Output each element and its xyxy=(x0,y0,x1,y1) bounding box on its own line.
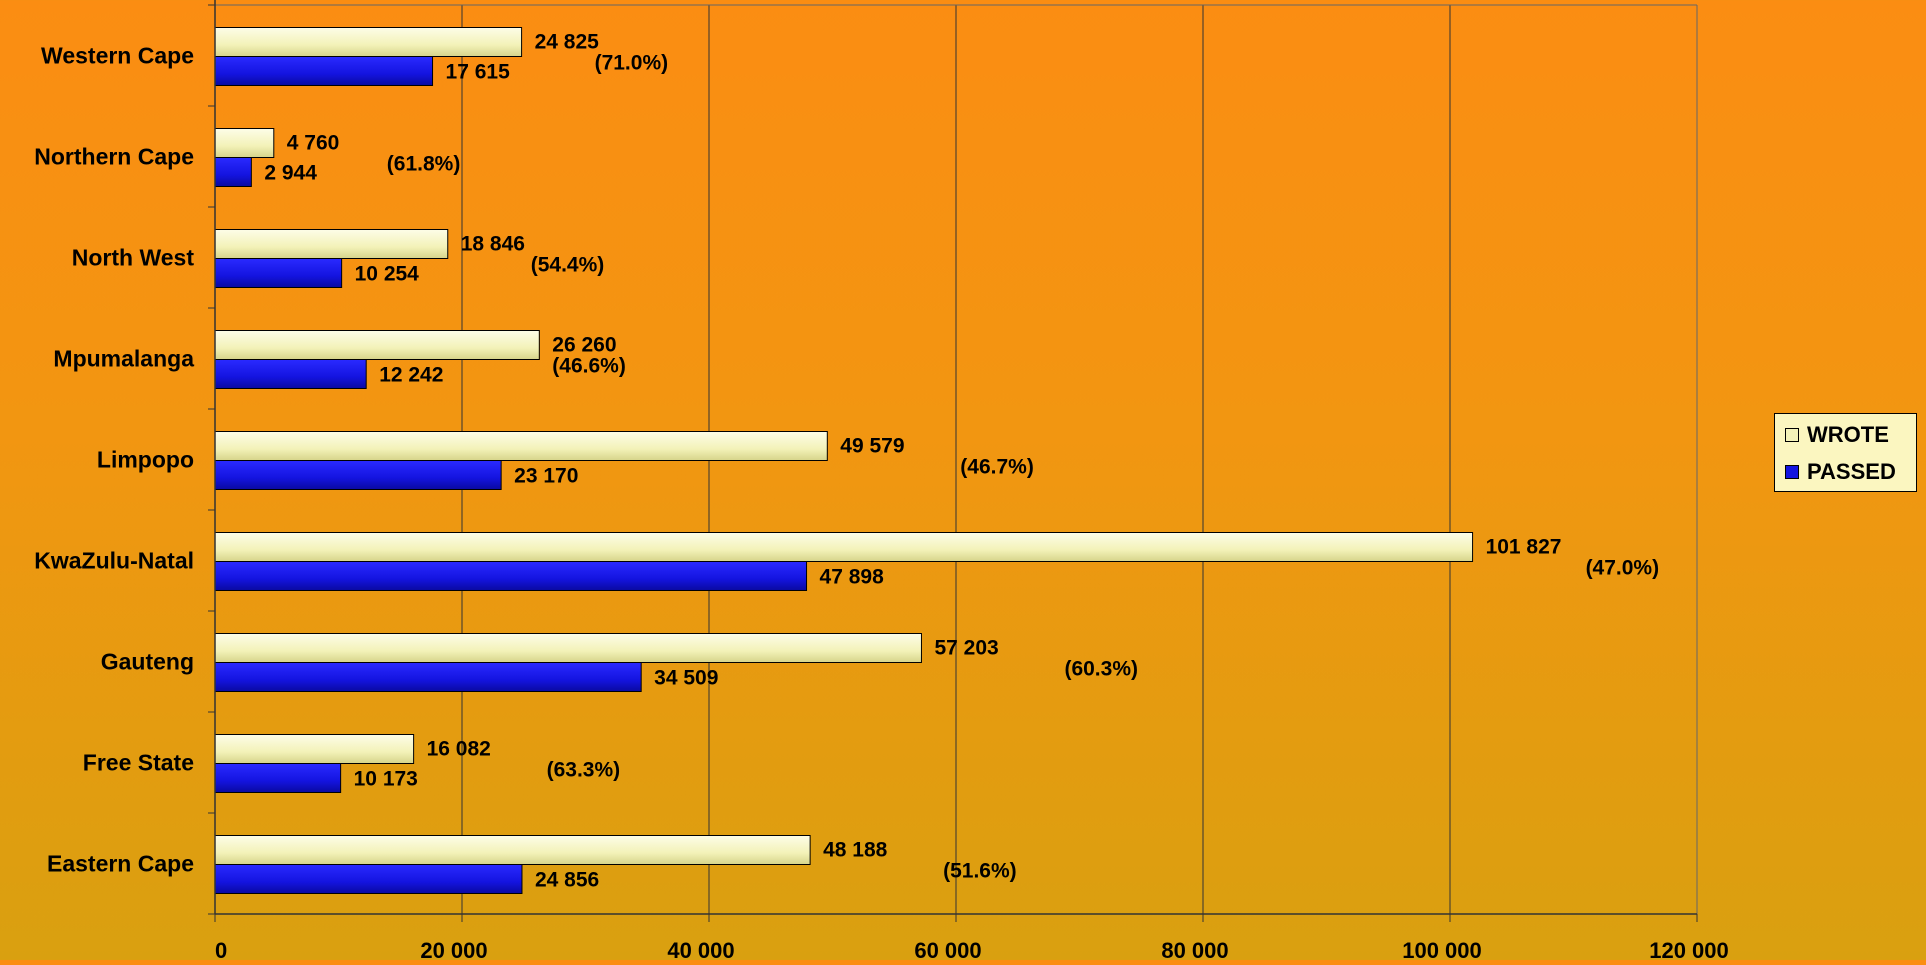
x-tick-label: 40 000 xyxy=(667,938,734,960)
legend-label-wrote: WROTE xyxy=(1807,422,1889,447)
data-label-passed: 12 242 xyxy=(379,364,443,387)
data-label-passed: 2 944 xyxy=(264,162,317,185)
data-label-wrote: 16 082 xyxy=(427,738,491,761)
pass-rate-label: (47.0%) xyxy=(1586,557,1660,580)
bar-wrote xyxy=(214,734,415,764)
bar-wrote xyxy=(214,633,922,663)
axes xyxy=(208,0,1698,922)
pass-rate-label: (54.4%) xyxy=(531,254,605,277)
category-label: North West xyxy=(72,245,195,271)
bar-wrote xyxy=(214,431,828,461)
data-label-wrote: 101 827 xyxy=(1486,536,1562,559)
bar-passed xyxy=(214,359,367,389)
x-tick-label: 20 000 xyxy=(420,938,487,960)
bar-passed xyxy=(214,662,642,692)
bar-passed xyxy=(214,56,434,86)
x-tick-label: 0 xyxy=(215,938,227,960)
data-label-wrote: 4 760 xyxy=(287,132,340,155)
bar-wrote xyxy=(214,532,1474,562)
data-label-wrote: 57 203 xyxy=(934,637,998,660)
bar-passed xyxy=(214,157,252,187)
pass-rate-label: (46.6%) xyxy=(552,355,626,378)
category-label: Eastern Cape xyxy=(47,851,194,877)
legend-swatch-wrote xyxy=(1785,428,1799,442)
legend: WROTE PASSED xyxy=(1774,413,1917,492)
bar-wrote xyxy=(214,835,811,865)
bar-wrote xyxy=(214,330,540,360)
bar-wrote xyxy=(214,27,523,57)
data-label-wrote: 18 846 xyxy=(461,233,525,256)
category-label: KwaZulu-Natal xyxy=(34,548,194,574)
legend-swatch-passed xyxy=(1785,465,1799,479)
bars xyxy=(214,27,1474,894)
category-label: Gauteng xyxy=(101,649,194,675)
data-label-wrote: 49 579 xyxy=(840,435,904,458)
pass-rate-label: (61.8%) xyxy=(387,153,461,176)
category-label: Northern Cape xyxy=(34,144,194,170)
pass-rate-label: (46.7%) xyxy=(960,456,1034,479)
labels: 0 20 000 40 000 60 000 80 000 100 000 120 000 W… xyxy=(34,31,1729,964)
category-label: Limpopo xyxy=(97,447,194,473)
data-label-passed: 17 615 xyxy=(446,61,511,84)
x-tick-label: 60 000 xyxy=(914,938,981,960)
pass-rate-label: (51.6%) xyxy=(943,860,1017,883)
x-tick-label: 100 000 xyxy=(1402,938,1482,960)
bar-passed xyxy=(214,258,343,288)
bar-wrote xyxy=(214,229,449,259)
pass-rate-label: (60.3%) xyxy=(1064,658,1138,681)
data-label-passed: 24 856 xyxy=(535,869,599,892)
x-tick-label: 120 000 xyxy=(1649,938,1729,960)
pass-rate-label: (63.3%) xyxy=(547,759,621,782)
data-label-passed: 47 898 xyxy=(820,566,885,589)
pass-rate-label: (71.0%) xyxy=(595,52,669,75)
data-label-wrote: 26 260 xyxy=(552,334,616,357)
data-label-wrote: 24 825 xyxy=(535,31,600,54)
legend-label-passed: PASSED xyxy=(1807,459,1896,484)
legend-item-wrote: WROTE xyxy=(1785,422,1889,448)
bar-passed xyxy=(214,460,502,490)
x-tick-label: 80 000 xyxy=(1161,938,1228,960)
category-label: Western Cape xyxy=(41,43,194,69)
bar-passed xyxy=(214,561,808,591)
category-label: Mpumalanga xyxy=(53,346,194,372)
legend-item-passed: PASSED xyxy=(1785,459,1896,485)
bar-passed xyxy=(214,864,523,894)
bar-wrote xyxy=(214,128,275,158)
data-label-wrote: 48 188 xyxy=(823,839,888,862)
data-label-passed: 23 170 xyxy=(514,465,578,488)
data-label-passed: 10 254 xyxy=(355,263,420,286)
data-label-passed: 34 509 xyxy=(654,667,718,690)
bar-passed xyxy=(214,763,342,793)
category-label: Free State xyxy=(83,750,194,776)
data-label-passed: 10 173 xyxy=(354,768,418,791)
